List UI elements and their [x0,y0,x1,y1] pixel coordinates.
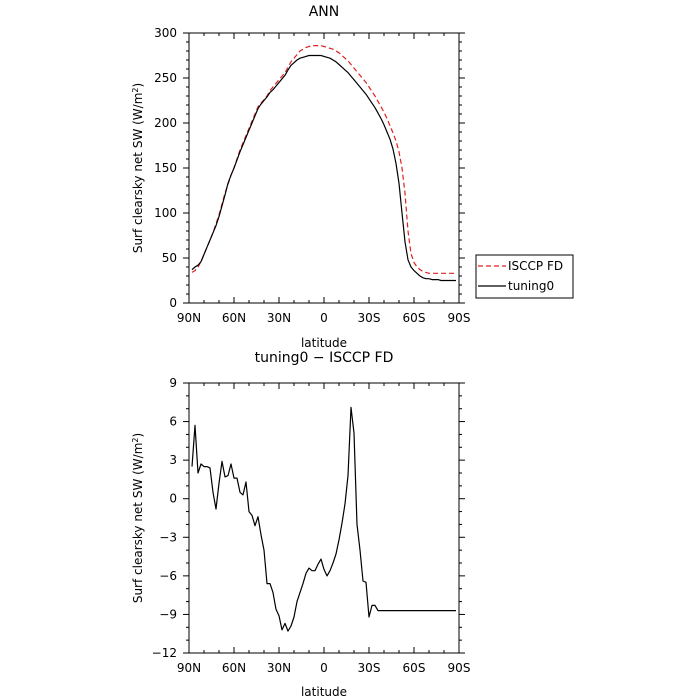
bottom-x-tick-label: 0 [320,661,328,675]
top-plot-frame [188,32,460,304]
legend-box [475,254,574,299]
bottom-x-tick-label: 30N [267,661,291,675]
top-y-tick-label: 100 [154,206,177,220]
bottom-x-tick-label: 60S [403,661,426,675]
bottom-x-tick-label: 90N [177,661,201,675]
top-chart-title: ANN [309,4,340,20]
top-y-tick-label: 150 [154,161,177,175]
top-y-tick-label: 300 [154,26,177,40]
bottom-x-tick-label: 60N [222,661,246,675]
bottom-y-tick-label: −12 [152,646,177,660]
bottom-y-tick-label: −3 [159,530,177,544]
top-y-tick-label: 0 [169,296,177,310]
top-x-tick-label: 30N [267,311,291,325]
legend-label-tuning0: tuning0 [508,279,554,293]
top-x-axis-label: latitude [301,336,347,350]
bottom-chart-title: tuning0 − ISCCP FD [255,350,394,366]
top-panel: ANN 90N 60N 30N 0 30S 60S 90S 0 50 100 150 200 250 30… [131,4,574,350]
top-x-tick-label: 90S [448,311,471,325]
bottom-y-tick-label: 9 [169,376,177,390]
top-y-tick-label: 50 [162,251,177,265]
bottom-y-tick-label: 3 [169,453,177,467]
bottom-panel: tuning0 − ISCCP FD 90N 60N 30N 0 30S 60S 90S −1… [131,350,471,699]
top-series-line-isccp-fd [191,44,456,274]
top-x-tick-label: 60S [403,311,426,325]
bottom-y-tick-label: −9 [159,607,177,621]
bottom-x-tick-label: 90S [448,661,471,675]
top-y-tick-label: 250 [154,71,177,85]
top-x-tick-label: 30S [358,311,381,325]
bottom-y-tick-label: 0 [169,492,177,506]
bottom-series-line-0 [191,406,456,632]
top-x-tick-label: 60N [222,311,246,325]
bottom-y-tick-label: 6 [169,415,177,429]
bottom-y-axis-label: Surf clearsky net SW (W/m2) [131,433,146,603]
bottom-x-tick-label: 30S [358,661,381,675]
legend: ISCCP FD tuning0 [475,254,574,299]
top-x-tick-label: 0 [320,311,328,325]
bottom-x-axis-label: latitude [301,685,347,699]
bottom-plot-frame [188,382,460,654]
top-series-line-tuning0 [191,54,456,282]
top-y-axis-label: Surf clearsky net SW (W/m2) [131,83,146,253]
top-x-tick-label: 90N [177,311,201,325]
top-y-tick-label: 200 [154,116,177,130]
bottom-y-tick-label: −6 [159,569,177,583]
legend-label-isccp: ISCCP FD [508,259,563,273]
